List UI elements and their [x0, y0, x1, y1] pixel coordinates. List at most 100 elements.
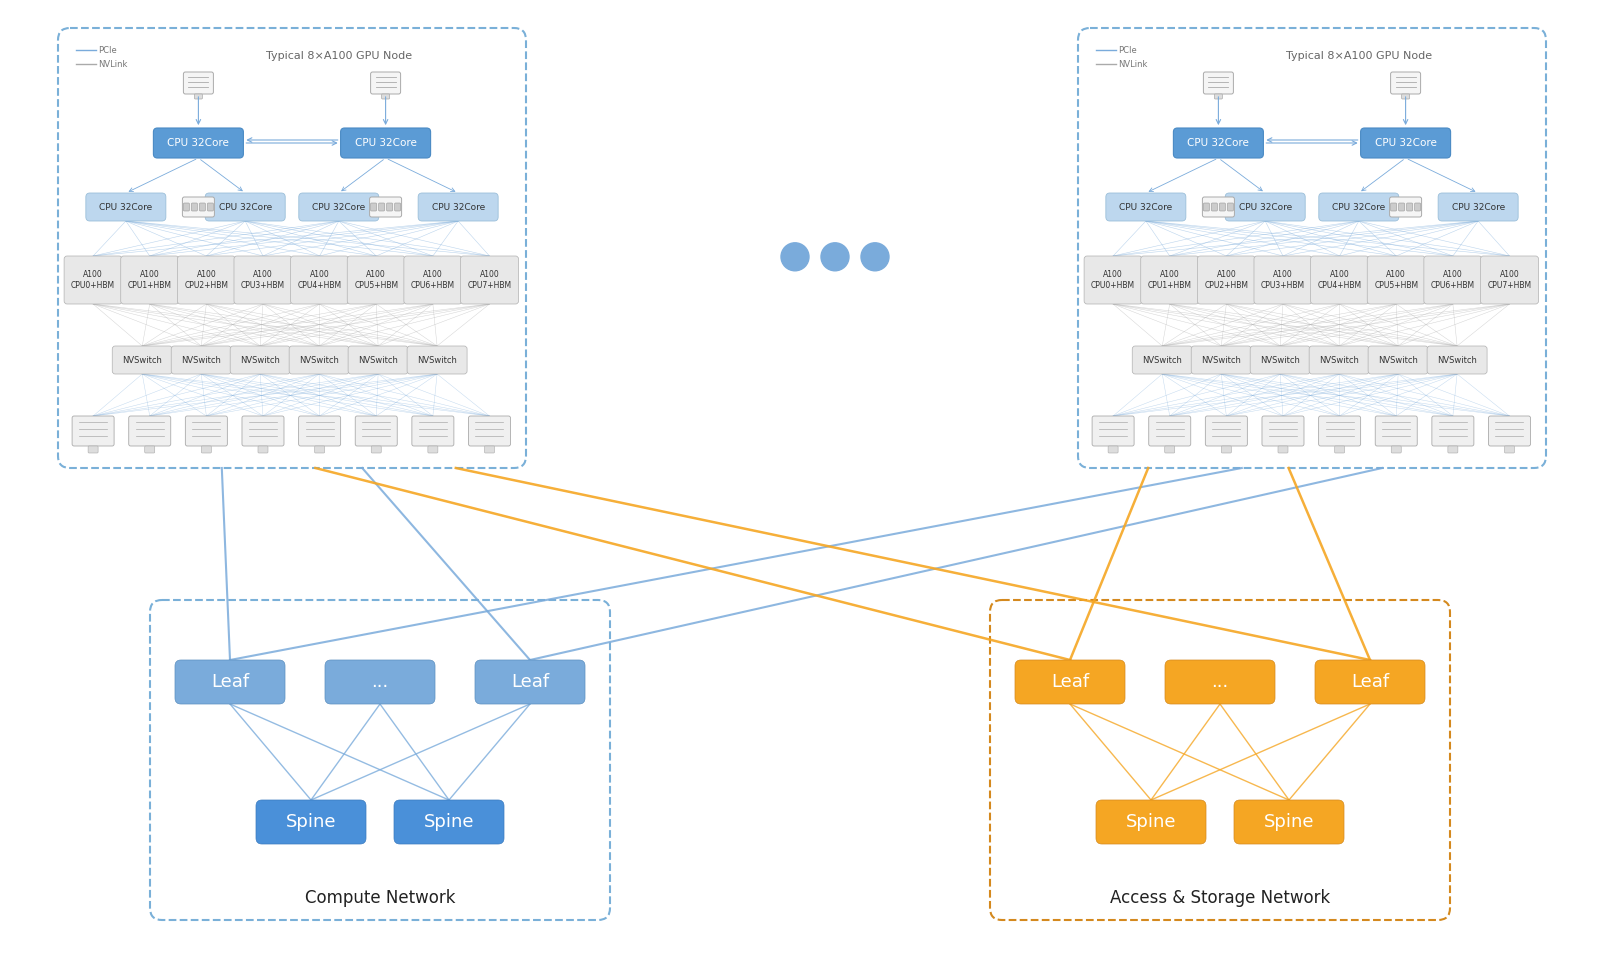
- FancyBboxPatch shape: [1211, 203, 1218, 211]
- FancyBboxPatch shape: [1227, 203, 1234, 211]
- Text: CPU 32Core: CPU 32Core: [1238, 202, 1291, 212]
- Text: NVLink: NVLink: [98, 60, 128, 69]
- Text: Spine: Spine: [286, 813, 336, 831]
- Text: Access & Storage Network: Access & Storage Network: [1110, 889, 1330, 907]
- FancyBboxPatch shape: [1376, 416, 1418, 446]
- Text: A100
CPU6+HBM: A100 CPU6+HBM: [411, 271, 454, 290]
- FancyBboxPatch shape: [1480, 256, 1539, 304]
- Text: A100
CPU5+HBM: A100 CPU5+HBM: [1374, 271, 1418, 290]
- FancyBboxPatch shape: [1310, 256, 1368, 304]
- FancyBboxPatch shape: [1250, 346, 1310, 374]
- Text: CPU 32Core: CPU 32Core: [1187, 138, 1250, 148]
- Text: A100
CPU6+HBM: A100 CPU6+HBM: [1430, 271, 1475, 290]
- FancyBboxPatch shape: [1219, 203, 1226, 211]
- FancyBboxPatch shape: [1133, 346, 1192, 374]
- FancyBboxPatch shape: [1197, 256, 1256, 304]
- Text: A100
CPU1+HBM: A100 CPU1+HBM: [128, 271, 171, 290]
- FancyBboxPatch shape: [1414, 203, 1421, 211]
- FancyBboxPatch shape: [1141, 256, 1198, 304]
- FancyBboxPatch shape: [1173, 128, 1264, 158]
- FancyBboxPatch shape: [411, 416, 454, 446]
- FancyBboxPatch shape: [325, 660, 435, 704]
- Text: CPU 32Core: CPU 32Core: [1333, 202, 1386, 212]
- FancyBboxPatch shape: [1424, 256, 1482, 304]
- FancyBboxPatch shape: [195, 94, 202, 99]
- Text: Leaf: Leaf: [1051, 673, 1090, 691]
- Text: NVSwitch: NVSwitch: [1437, 356, 1477, 365]
- Text: Typical 8×A100 GPU Node: Typical 8×A100 GPU Node: [266, 51, 411, 61]
- FancyBboxPatch shape: [208, 203, 213, 211]
- Text: A100
CPU5+HBM: A100 CPU5+HBM: [354, 271, 398, 290]
- FancyBboxPatch shape: [205, 193, 285, 221]
- Text: Leaf: Leaf: [1350, 673, 1389, 691]
- FancyBboxPatch shape: [461, 256, 518, 304]
- FancyBboxPatch shape: [381, 94, 390, 99]
- Text: A100
CPU3+HBM: A100 CPU3+HBM: [1261, 271, 1306, 290]
- FancyBboxPatch shape: [256, 800, 366, 844]
- Text: CPU 32Core: CPU 32Core: [355, 138, 416, 148]
- FancyBboxPatch shape: [88, 446, 98, 453]
- FancyBboxPatch shape: [387, 203, 392, 211]
- FancyBboxPatch shape: [184, 203, 189, 211]
- FancyBboxPatch shape: [200, 203, 205, 211]
- Text: Spine: Spine: [1126, 813, 1176, 831]
- Text: A100
CPU0+HBM: A100 CPU0+HBM: [70, 271, 115, 290]
- FancyBboxPatch shape: [120, 256, 179, 304]
- FancyBboxPatch shape: [230, 346, 290, 374]
- FancyBboxPatch shape: [1360, 128, 1451, 158]
- FancyBboxPatch shape: [299, 193, 379, 221]
- FancyBboxPatch shape: [1278, 446, 1288, 453]
- FancyBboxPatch shape: [242, 416, 283, 446]
- Text: CPU 32Core: CPU 32Core: [312, 202, 365, 212]
- Text: NVSwitch: NVSwitch: [1378, 356, 1418, 365]
- FancyBboxPatch shape: [395, 203, 400, 211]
- Text: A100
CPU4+HBM: A100 CPU4+HBM: [1317, 271, 1362, 290]
- Text: NVLink: NVLink: [1118, 60, 1147, 69]
- FancyBboxPatch shape: [418, 193, 498, 221]
- Text: A100
CPU4+HBM: A100 CPU4+HBM: [298, 271, 342, 290]
- FancyBboxPatch shape: [1165, 446, 1174, 453]
- FancyBboxPatch shape: [355, 416, 397, 446]
- FancyBboxPatch shape: [178, 256, 235, 304]
- FancyBboxPatch shape: [341, 128, 430, 158]
- Text: CPU 32Core: CPU 32Core: [219, 202, 272, 212]
- FancyBboxPatch shape: [1192, 346, 1251, 374]
- Text: A100
CPU7+HBM: A100 CPU7+HBM: [1488, 271, 1531, 290]
- Text: NVSwitch: NVSwitch: [299, 356, 339, 365]
- FancyBboxPatch shape: [86, 193, 166, 221]
- Text: Typical 8×A100 GPU Node: Typical 8×A100 GPU Node: [1286, 51, 1432, 61]
- FancyBboxPatch shape: [234, 256, 291, 304]
- FancyBboxPatch shape: [1390, 72, 1421, 94]
- FancyBboxPatch shape: [58, 28, 526, 468]
- FancyBboxPatch shape: [1309, 346, 1370, 374]
- FancyBboxPatch shape: [349, 346, 408, 374]
- FancyBboxPatch shape: [1254, 256, 1312, 304]
- Text: NVSwitch: NVSwitch: [1202, 356, 1242, 365]
- FancyBboxPatch shape: [1221, 446, 1232, 453]
- Text: Spine: Spine: [1264, 813, 1314, 831]
- FancyBboxPatch shape: [1096, 800, 1206, 844]
- FancyBboxPatch shape: [371, 72, 400, 94]
- Text: PCIe: PCIe: [1118, 45, 1136, 54]
- Text: CPU 32Core: CPU 32Core: [168, 138, 229, 148]
- FancyBboxPatch shape: [1389, 197, 1421, 217]
- FancyBboxPatch shape: [144, 446, 155, 453]
- FancyBboxPatch shape: [184, 72, 213, 94]
- FancyBboxPatch shape: [406, 346, 467, 374]
- FancyBboxPatch shape: [379, 203, 384, 211]
- FancyBboxPatch shape: [1368, 256, 1426, 304]
- FancyBboxPatch shape: [171, 346, 232, 374]
- Text: NVSwitch: NVSwitch: [1142, 356, 1182, 365]
- FancyBboxPatch shape: [1214, 94, 1222, 99]
- FancyBboxPatch shape: [469, 416, 510, 446]
- Text: NVSwitch: NVSwitch: [1320, 356, 1358, 365]
- Text: Leaf: Leaf: [510, 673, 549, 691]
- FancyBboxPatch shape: [299, 416, 341, 446]
- FancyBboxPatch shape: [290, 346, 349, 374]
- Text: CPU 32Core: CPU 32Core: [1374, 138, 1437, 148]
- FancyBboxPatch shape: [427, 446, 438, 453]
- Text: NVSwitch: NVSwitch: [240, 356, 280, 365]
- FancyBboxPatch shape: [150, 600, 610, 920]
- Text: Spine: Spine: [424, 813, 474, 831]
- Text: CPU 32Core: CPU 32Core: [1120, 202, 1173, 212]
